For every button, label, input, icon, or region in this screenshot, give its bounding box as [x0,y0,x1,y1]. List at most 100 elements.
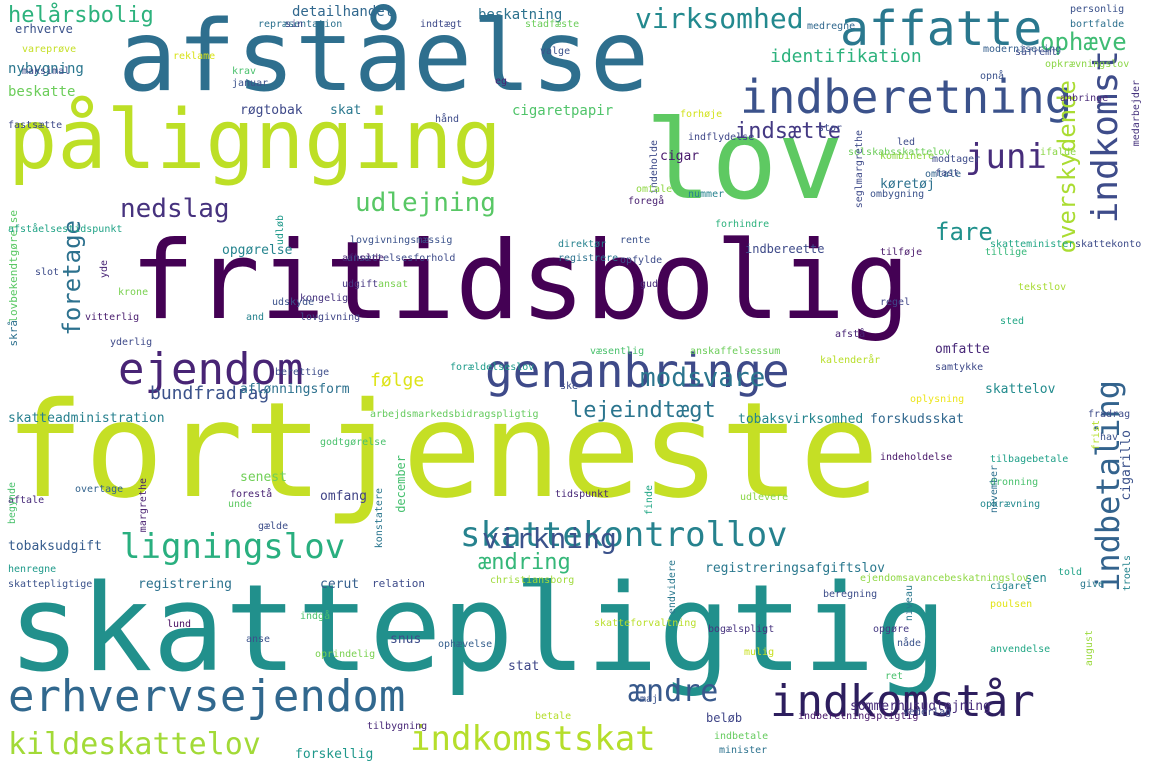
word-yderlig: yderlig [110,337,153,348]
word-pålignging: pålignging [8,93,502,188]
word-ændre: ændre [628,674,719,709]
word-ændring: ændring [478,550,571,575]
word-erhvervsejendom: erhvervsejendom [8,671,406,722]
word-skatteadministration: skatteadministration [8,411,165,426]
word-niveau: niveau [904,585,915,622]
word-medarbejder: medarbejder [1131,80,1142,147]
word-medregne: medregne [807,21,856,32]
word-detailhandel: detailhandel [292,4,394,20]
word-forskudsskat: forskudsskat [870,412,964,427]
word-foretage: foretage [58,220,86,336]
word-christiansborg: christiansborg [490,575,575,586]
word-omfatte: omfatte [935,342,990,357]
word-tilbagebetale: tilbagebetale [990,454,1069,465]
word-registrere: registrere [558,253,619,264]
word-stadfæste: stadfæste [525,19,580,30]
word-januar: januar [232,78,269,89]
word-skattelov: skattelov [985,382,1056,397]
word-forhindre: forhindre [715,219,770,230]
word-juni: juni [965,137,1047,177]
word-modernisering: modernisering [983,44,1062,55]
word-sin: sin [285,19,304,30]
word-minister: minister [719,745,768,756]
word-overtage: overtage [75,484,124,495]
word-opgørelse: opgørelse [222,243,293,258]
word-beregning: beregning [823,589,878,600]
word-aflønningsform: aflønningsform [240,382,350,397]
word-tilbygning: tilbygning [367,721,428,732]
word-hav: hav [1100,432,1119,443]
word-konstatere: konstatere [374,488,385,549]
word-bortfalde: bortfalde [1070,19,1125,30]
word-anbringe: anbringe [1060,93,1109,104]
word-bogælspligt: bogælspligt [708,624,775,635]
word-finde: finde [644,485,655,516]
word-henregne: henregne [8,564,57,575]
word-tekstlov: tekstlov [1018,282,1067,293]
word-indgå: indgå [300,611,331,622]
word-gud: gud [640,279,659,290]
word-affatte: affatte [840,1,1043,57]
word-indbetale: indbetale [714,731,769,742]
word-beskatning: beskatning [478,7,563,23]
word-cigaretpapir: cigaretpapir [512,103,614,119]
word-arbejdsmarkedsbidragspligtig: arbejdsmarkedsbidragspligtig [370,409,539,420]
word-led: led [897,137,916,148]
word-anse: anse [246,634,271,645]
word-aftale: aftale [8,495,45,506]
word-slot: slot [35,267,60,278]
word-registrering: registrering [138,577,232,592]
word-ske: ske [560,381,579,392]
word-helårsbolig: helårsbolig [8,3,154,28]
word-skrå: skrå [7,320,20,347]
word-forskellig: forskellig [295,747,374,762]
word-erhverve: erhverve [15,22,73,36]
word-senest: senest [240,470,287,485]
word-samtykke: samtykke [935,362,984,373]
word-sommerhusudlejning: sommerhusudlejning [850,699,991,714]
word-selskabsskattelov: selskabsskattelov [848,147,951,158]
word-tobaksvirksomhed: tobaksvirksomhed [738,412,864,427]
word-afholde: afholde [342,253,385,264]
word-regel: regel [880,297,911,308]
word-væsentlig: væsentlig [590,346,645,357]
word-afståelsestidspunkt: afståelsestidspunkt [8,224,123,235]
word-forestå: forestå [230,489,273,500]
word-vareprøve: vareprøve [22,44,77,55]
word-lovgivning: lovgivning [300,312,361,323]
word-eg: eg [495,76,508,87]
word-fortjeneste: fortjeneste [5,374,880,528]
word-indeholdelse: indeholdelse [880,452,953,463]
word-skattekonto: skattekonto [1075,239,1142,250]
word-indkomstskat: indkomstskat [410,719,656,759]
word-told: told [1058,567,1083,578]
word-opfylde: opfylde [620,255,663,266]
word-udskyde: udskyde [272,297,315,308]
word-fare: fare [935,218,993,246]
word-margrethe: margrethe [138,478,149,533]
word-stor: stor [818,123,843,134]
word-endvidere: endvidere [667,560,678,615]
word-overskydende: overskydende [1053,80,1081,254]
word-troels: troels [1122,555,1133,592]
word-følge: følge [370,370,425,391]
word-valge: valge [540,46,571,57]
word-opgøre: opgøre [873,624,910,635]
word-sen: sen [1025,571,1047,585]
word-lejeindtægt: lejeindtægt [570,398,716,423]
word-skatteminister: skatteminister [990,239,1075,250]
word-forældelseslov: forældelseslov [450,362,535,373]
word-afståelse: afståelse [118,0,650,114]
word-reklame: reklame [173,51,216,62]
word-personlig: personlig [1070,4,1125,15]
word-indflydelse: indflydelse [688,132,755,143]
word-tillige: tillige [985,247,1028,258]
word-ejendomsavancebeskatningslov: ejendomsavancebeskatningslov [860,573,1029,584]
word-maj: maj [640,694,659,705]
word-lund: lund [167,619,192,630]
word-ret: ret [885,671,904,682]
word-krone: krone [118,287,149,298]
word-indberetning: indberetning [740,70,1073,124]
word-relation: relation [372,577,425,590]
word-ansættelsesforhold: ansættelsesforhold [347,253,456,264]
